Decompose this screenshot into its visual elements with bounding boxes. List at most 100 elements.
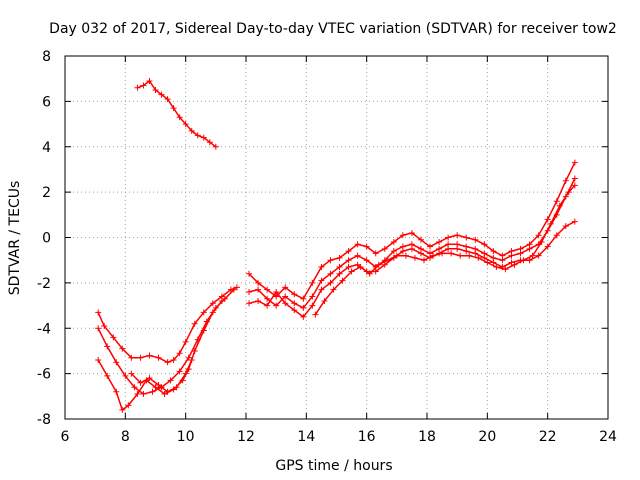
data-point	[520, 257, 527, 264]
series-line	[97, 289, 235, 395]
data-point	[134, 391, 141, 398]
data-point	[246, 270, 253, 277]
data-point	[119, 345, 126, 352]
x-tick-label: 8	[121, 429, 130, 445]
data-point	[547, 220, 554, 227]
data-point	[448, 250, 455, 257]
data-point	[264, 302, 271, 309]
data-point	[125, 402, 132, 409]
data-point	[255, 286, 262, 293]
data-point	[535, 252, 542, 259]
data-point	[490, 259, 497, 266]
data-point	[173, 384, 180, 391]
data-point	[417, 236, 424, 243]
data-point	[499, 257, 506, 264]
data-point	[571, 159, 578, 166]
data-point	[372, 268, 379, 275]
data-point	[336, 263, 343, 270]
y-tick-label: -2	[37, 276, 51, 292]
data-point	[336, 270, 343, 277]
data-point	[408, 229, 415, 236]
data-point	[134, 84, 141, 91]
data-point	[363, 257, 370, 264]
data-point	[164, 359, 171, 366]
x-tick-label: 20	[478, 429, 496, 445]
data-point	[200, 134, 207, 141]
data-point	[490, 248, 497, 255]
data-point	[481, 254, 488, 261]
data-point	[475, 254, 482, 261]
data-point	[161, 391, 168, 398]
data-point	[95, 357, 102, 364]
data-point	[291, 307, 298, 314]
data-point	[188, 127, 195, 134]
data-point	[300, 295, 307, 302]
data-point	[164, 388, 171, 395]
data-point	[472, 236, 479, 243]
data-point	[119, 406, 126, 413]
series-track-b	[95, 284, 240, 366]
data-point	[233, 284, 240, 291]
chart-title: Day 032 of 2017, Sidereal Day-to-day VTE…	[49, 21, 617, 37]
data-point	[182, 370, 189, 377]
data-point	[128, 354, 135, 361]
data-point	[191, 320, 198, 327]
data-point	[273, 288, 280, 295]
data-point	[282, 300, 289, 307]
data-point	[137, 379, 144, 386]
series-line	[314, 184, 576, 316]
data-point	[466, 252, 473, 259]
data-point	[158, 91, 165, 98]
y-axis-label: SDTVAR / TECUs	[7, 181, 23, 296]
y-tick-label: 4	[42, 140, 51, 156]
data-point	[445, 234, 452, 241]
data-point	[309, 279, 316, 286]
x-tick-label: 12	[237, 429, 255, 445]
data-point	[206, 139, 213, 146]
data-point	[553, 198, 560, 205]
data-point	[176, 368, 183, 375]
data-point	[170, 357, 177, 364]
data-point	[149, 388, 156, 395]
x-tick-label: 18	[418, 429, 436, 445]
data-point	[318, 277, 325, 284]
series-track-i	[312, 182, 578, 318]
data-point	[556, 202, 563, 209]
data-point	[122, 372, 129, 379]
data-point	[427, 243, 434, 250]
data-point	[436, 239, 443, 246]
series-line	[130, 359, 193, 393]
data-point	[167, 377, 174, 384]
y-tick-label: 2	[42, 185, 51, 201]
data-point	[544, 243, 551, 250]
data-point	[517, 250, 524, 257]
data-point	[571, 175, 578, 182]
data-point	[300, 304, 307, 311]
data-point	[357, 263, 364, 270]
data-point	[146, 375, 153, 382]
data-point	[384, 257, 391, 264]
x-tick-label: 24	[599, 429, 617, 445]
data-point	[264, 295, 271, 302]
data-point	[137, 354, 144, 361]
data-point	[291, 300, 298, 307]
data-point	[185, 354, 192, 361]
series-line	[97, 286, 238, 364]
data-point	[399, 232, 406, 239]
data-point	[104, 343, 111, 350]
data-point	[339, 277, 346, 284]
data-point	[113, 388, 120, 395]
data-point	[354, 261, 361, 268]
data-point	[194, 132, 201, 139]
data-point	[218, 298, 225, 305]
series-track-e	[128, 357, 195, 395]
data-point	[95, 325, 102, 332]
data-point	[493, 263, 500, 270]
data-point	[535, 232, 542, 239]
data-point	[484, 259, 491, 266]
data-point	[101, 322, 108, 329]
data-point	[345, 257, 352, 264]
data-point	[345, 263, 352, 270]
